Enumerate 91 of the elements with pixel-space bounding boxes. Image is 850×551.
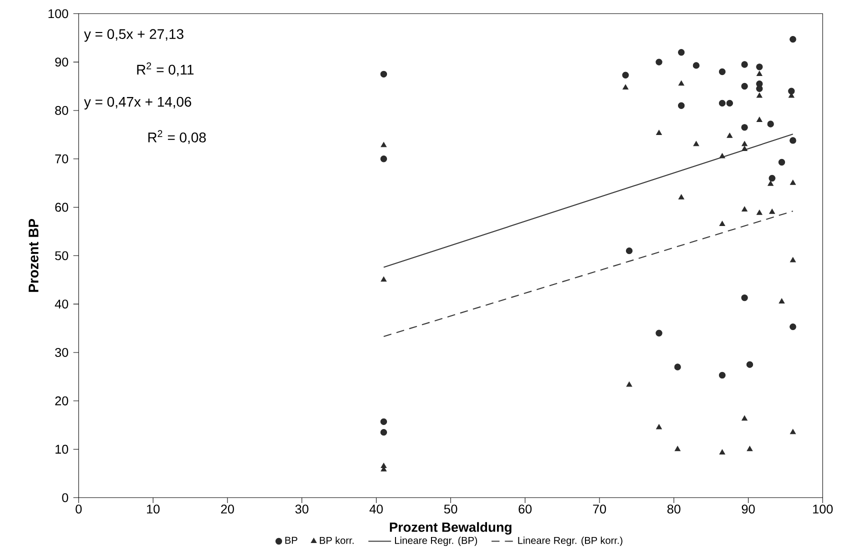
- x-tick-label: 30: [295, 504, 308, 514]
- x-tick-label: 90: [742, 504, 755, 514]
- point: [768, 174, 776, 182]
- point: [678, 49, 685, 56]
- y-tick-label: 100: [48, 9, 68, 18]
- point: [742, 146, 748, 151]
- x-tick-label: 70: [593, 504, 606, 514]
- point: [746, 361, 754, 368]
- annotation: R$^{2}$ = 0,08: [148, 130, 206, 144]
- point: [622, 84, 628, 90]
- point: [742, 206, 748, 212]
- point: [790, 323, 796, 330]
- point: [678, 102, 685, 109]
- point: [778, 298, 785, 304]
- x-tick-label: 20: [221, 504, 234, 514]
- point: [756, 70, 762, 76]
- point: [718, 372, 726, 379]
- point: [756, 92, 762, 98]
- point: [678, 194, 684, 200]
- point: [790, 257, 796, 262]
- legend-label: Lineare Regr. (BP korr.): [518, 536, 622, 546]
- y-tick-label: 60: [55, 202, 68, 212]
- point: [380, 156, 388, 162]
- point: [741, 124, 748, 131]
- point: [380, 276, 387, 282]
- point: [726, 132, 733, 138]
- x-axis-title: Prozent Bewaldung: [390, 522, 512, 535]
- y-tick-label: 30: [55, 348, 68, 357]
- point: [718, 100, 726, 107]
- point: [719, 220, 726, 226]
- point: [719, 153, 726, 158]
- x-tick-label: 80: [667, 504, 680, 514]
- legend-label: Lineare Regr. (BP): [395, 536, 478, 546]
- x-tick-label: 40: [370, 504, 383, 514]
- point: [756, 116, 762, 122]
- y-tick-label: 10: [56, 444, 68, 454]
- point: [674, 446, 681, 452]
- annotation: R$^{2}$ = 0,11: [137, 62, 194, 76]
- point: [778, 158, 786, 166]
- point: [719, 449, 726, 454]
- point: [741, 294, 748, 302]
- point: [692, 62, 700, 69]
- x-tick-label: 50: [444, 504, 458, 514]
- point: [380, 142, 387, 148]
- y-tick-label: 90: [55, 58, 68, 67]
- y-tick-label: 70: [55, 154, 68, 164]
- point: [788, 88, 795, 94]
- x-tick-label: 60: [518, 504, 532, 514]
- point: [769, 208, 776, 214]
- point: [656, 424, 662, 430]
- point: [742, 415, 748, 421]
- point: [380, 70, 388, 78]
- point: [756, 64, 763, 70]
- point: [746, 446, 753, 452]
- point: [622, 72, 629, 78]
- point: [741, 82, 748, 90]
- x-tick-label: 100: [813, 504, 833, 514]
- x-tick-label: 0: [76, 504, 82, 514]
- point: [790, 36, 796, 43]
- point: [790, 180, 796, 185]
- point: [380, 428, 388, 436]
- point: [674, 364, 681, 370]
- point: [626, 247, 633, 254]
- y-tick-label: 20: [55, 396, 68, 406]
- y-tick-label: 80: [55, 106, 68, 115]
- y-tick-label: 0: [62, 493, 68, 502]
- legend-label: BP: [285, 536, 298, 544]
- point: [718, 68, 726, 76]
- y-axis-title: Prozent BP: [28, 218, 38, 292]
- point: [678, 80, 684, 86]
- point: [767, 120, 774, 128]
- point: [768, 180, 774, 186]
- point: [756, 210, 762, 215]
- point: [790, 137, 796, 144]
- point: [656, 330, 662, 336]
- point: [741, 61, 748, 68]
- y-tick-label: 40: [54, 300, 68, 309]
- point: [380, 418, 388, 426]
- annotation: y = 0,5x + 27,13: [84, 29, 184, 42]
- legend-label: BP korr.: [320, 536, 354, 544]
- point: [742, 141, 748, 146]
- point: [626, 382, 632, 387]
- point: [726, 100, 734, 107]
- point: [656, 130, 662, 136]
- point: [693, 141, 700, 146]
- point: [656, 58, 662, 66]
- point: [756, 85, 763, 92]
- point: [790, 428, 796, 434]
- annotation: y = 0,47x + 14,06: [84, 96, 192, 110]
- y-tick-label: 50: [55, 251, 68, 260]
- x-tick-label: 10: [147, 504, 160, 514]
